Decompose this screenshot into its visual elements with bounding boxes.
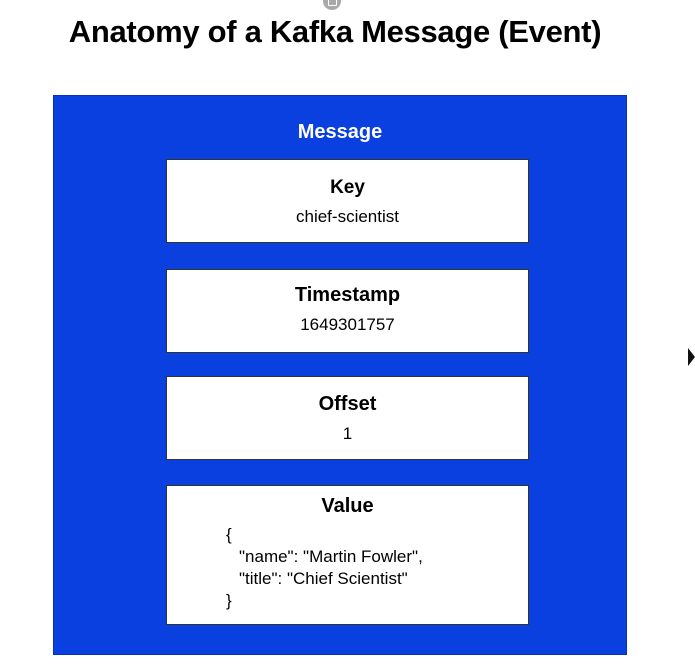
message-label: Message [297, 121, 383, 143]
offset-field: Offset 1 [166, 376, 529, 460]
offset-label: Offset [318, 393, 377, 415]
json-name-line: "name": "Martin Fowler", [239, 547, 423, 566]
timestamp-field: Timestamp 1649301757 [166, 269, 529, 353]
value-label: Value [321, 495, 374, 517]
diagram-title: Anatomy of a Kafka Message (Event) [68, 14, 602, 49]
key-value: chief-scientist [296, 207, 399, 226]
value-field: Value { "name": "Martin Fowler", "title"… [166, 485, 529, 625]
offset-value: 1 [342, 424, 353, 443]
copy-icon[interactable] [323, 0, 341, 10]
timestamp-label: Timestamp [294, 284, 401, 306]
key-field: Key chief-scientist [166, 159, 529, 243]
json-close-brace: } [226, 591, 232, 610]
timestamp-value: 1649301757 [300, 315, 395, 334]
key-label: Key [330, 177, 365, 198]
json-title-line: "title": "Chief Scientist" [239, 569, 408, 588]
json-open-brace: { [226, 525, 232, 544]
mouse-cursor-icon [688, 348, 695, 366]
message-container: Message Key chief-scientist Timestamp 16… [53, 95, 627, 655]
value-json: { "name": "Martin Fowler", "title": "Chi… [226, 524, 528, 612]
